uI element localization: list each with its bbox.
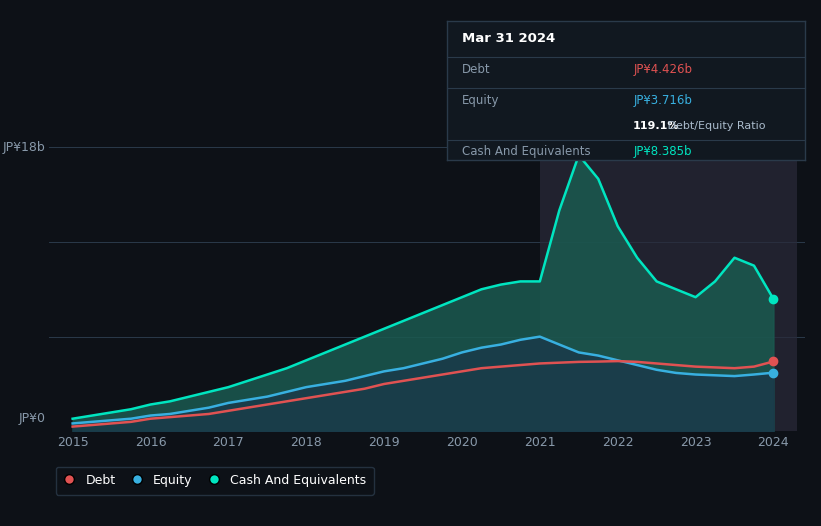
Text: JP¥18b: JP¥18b — [2, 141, 45, 154]
Text: JP¥4.426b: JP¥4.426b — [633, 63, 692, 76]
Text: 119.1%: 119.1% — [633, 122, 680, 132]
Legend: Debt, Equity, Cash And Equivalents: Debt, Equity, Cash And Equivalents — [56, 467, 374, 494]
Text: Debt: Debt — [461, 63, 490, 76]
Text: JP¥8.385b: JP¥8.385b — [633, 145, 691, 158]
Text: Mar 31 2024: Mar 31 2024 — [461, 32, 555, 45]
Text: Cash And Equivalents: Cash And Equivalents — [461, 145, 590, 158]
Text: JP¥3.716b: JP¥3.716b — [633, 94, 692, 107]
Text: JP¥0: JP¥0 — [19, 412, 45, 425]
Text: Equity: Equity — [461, 94, 499, 107]
Text: Debt/Equity Ratio: Debt/Equity Ratio — [663, 122, 765, 132]
Bar — [540, 116, 797, 431]
